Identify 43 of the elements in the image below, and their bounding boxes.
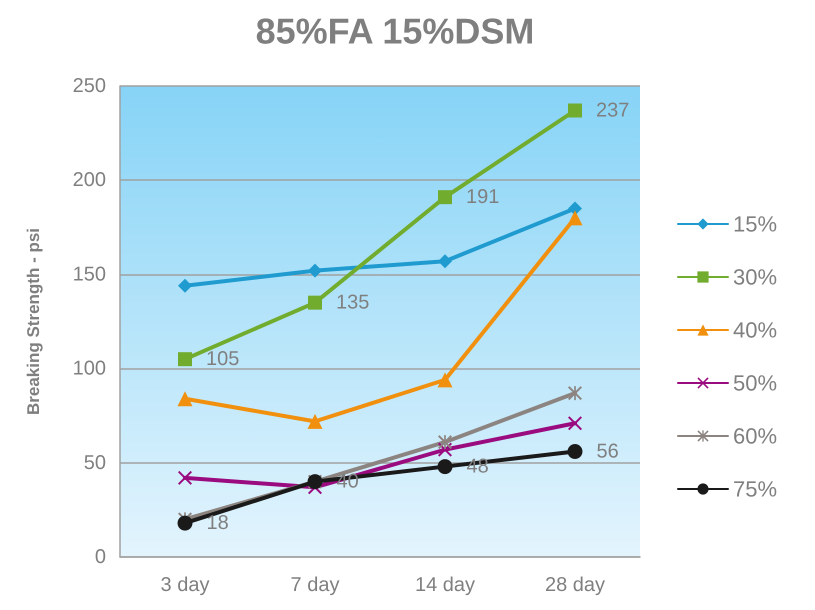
legend-label: 60% — [733, 424, 778, 448]
y-tick-label: 50 — [84, 452, 106, 474]
point — [568, 210, 582, 226]
point — [568, 201, 582, 216]
y-tick-label: 200 — [72, 169, 106, 192]
y-tick-label: 0 — [94, 546, 106, 568]
point — [438, 459, 452, 474]
y-tick-label: 250 — [72, 75, 106, 97]
point — [438, 254, 452, 268]
data-label: 105 — [206, 348, 240, 370]
point — [178, 352, 192, 366]
legend-label: 75% — [733, 476, 778, 502]
point — [438, 190, 452, 204]
x-tick-label: 7 day — [290, 574, 340, 596]
point — [568, 103, 582, 118]
legend-label: 40% — [733, 318, 778, 342]
y-axis-title: Breaking Strength - psi — [24, 228, 43, 416]
point — [568, 416, 582, 430]
x-tick-label: 14 day — [414, 574, 476, 596]
data-label: 135 — [336, 292, 370, 314]
point — [308, 414, 322, 429]
point — [438, 435, 452, 450]
x-tick-label: 3 day — [160, 574, 210, 596]
data-label: 191 — [466, 186, 500, 208]
point — [308, 296, 322, 310]
legend-label: 15% — [733, 212, 778, 236]
point — [438, 372, 452, 388]
data-label: 18 — [206, 512, 229, 534]
point — [308, 264, 322, 278]
data-label: 56 — [596, 440, 619, 462]
chart-title: 85%FA 15%DSM — [256, 10, 534, 52]
point — [178, 391, 192, 406]
y-tick-label: 150 — [72, 263, 106, 286]
point — [178, 470, 192, 485]
legend-label: 30% — [733, 264, 778, 290]
y-tick-label: 100 — [72, 358, 106, 380]
legend-label: 50% — [733, 370, 778, 396]
point — [568, 444, 582, 459]
point — [178, 516, 192, 531]
point — [568, 386, 582, 400]
point — [178, 278, 192, 293]
data-label: 237 — [596, 99, 630, 122]
x-tick-label: 28 day — [544, 574, 606, 596]
